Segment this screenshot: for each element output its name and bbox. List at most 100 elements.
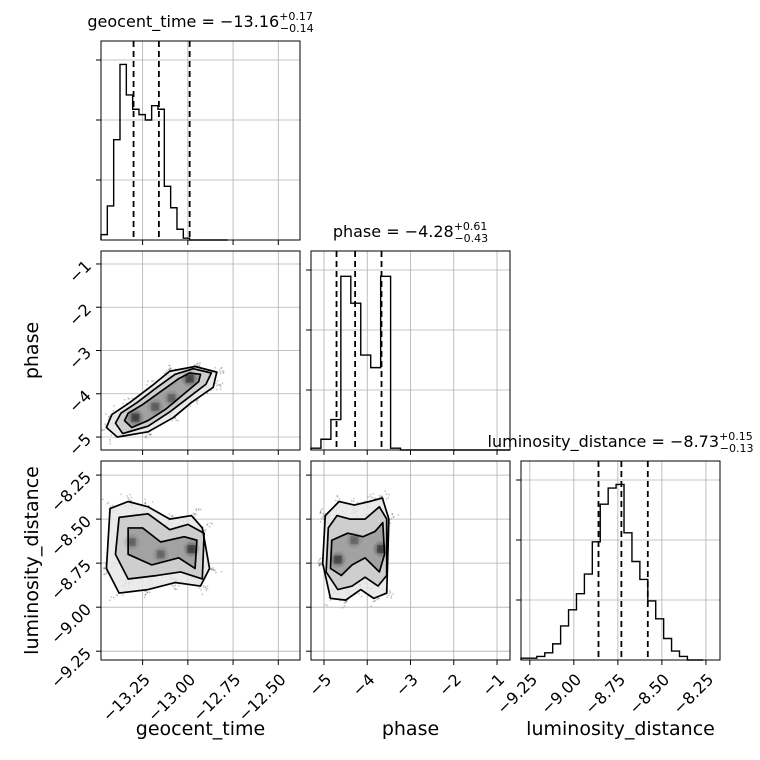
scatter-point [108,438,111,441]
scatter-point [369,493,372,496]
scatter-point [206,392,209,395]
contour-line [114,367,213,435]
scatter-point [106,502,109,505]
scatter-point [147,380,150,383]
histogram-luminosity_distance [520,483,704,661]
panel-title-geocent_time: geocent_time = −13.16+0.17 −0.14 [87,10,313,35]
scatter-point [208,525,211,528]
scatter-point [107,415,110,418]
scatter-point [112,409,115,412]
scatter-point [96,570,98,572]
scatter-point [219,370,222,373]
scatter-point [127,397,130,400]
scatter-point [319,520,322,523]
scatter-point [104,423,106,426]
scatter-point [218,384,221,387]
scatter-point [174,588,176,591]
scatter-point [120,493,122,496]
scatter-point [219,388,222,391]
scatter-point [148,433,151,436]
scatter-point [195,513,197,516]
scatter-point [388,592,391,595]
scatter-point [319,511,322,513]
density-bin [187,545,196,554]
panel-frame [520,460,721,661]
scatter-point [385,493,388,495]
scatter-point [193,364,196,366]
scatter-point [378,597,381,600]
scatter-point [193,513,196,516]
scatter-point [220,367,223,370]
scatter-point [214,569,216,572]
scatter-point [360,595,363,598]
scatter-point [108,599,111,602]
scatter-point [171,584,174,587]
scatter-point [204,530,207,533]
scatter-point [126,495,128,497]
scatter-point [101,498,104,501]
y-tick-label: −5 [65,430,95,460]
scatter-point [392,593,395,595]
scatter-point [341,607,344,609]
scatter-point [170,515,173,518]
scatter-point [163,372,166,375]
scatter-point [197,362,200,364]
scatter-point [329,599,332,601]
scatter-point [318,564,321,567]
scatter-point [146,591,149,594]
scatter-point [217,383,220,386]
scatter-point [352,500,355,503]
scatter-point [336,495,339,498]
scatter-point [346,600,348,603]
scatter-point [390,595,393,597]
scatter-point [210,389,213,392]
y-axis-label: phase [21,322,43,379]
scatter-point [112,404,115,407]
scatter-point [174,417,177,420]
scatter-point [205,587,208,590]
plot-layer: geocent_time = −13.16+0.17 −0.14 phase = −… [21,10,753,740]
scatter-point [116,594,119,597]
scatter-point [109,442,111,445]
scatter-point [392,516,395,519]
scatter-point [387,594,389,597]
scatter-point [390,596,393,599]
scatter-point [220,366,223,369]
scatter-point [195,509,198,512]
scatter-point [115,593,118,596]
scatter-point [196,402,199,405]
scatter-point [318,558,321,561]
scatter-point [145,434,148,437]
scatter-point [388,493,390,496]
contour-line [114,512,205,580]
scatter-point [326,604,329,607]
y-tick-label: −4 [65,386,95,416]
density-peak [162,389,181,408]
scatter-point [149,591,151,594]
scatter-point [169,367,172,370]
scatter-point [174,587,176,590]
scatter-point [388,589,391,592]
panel-title-phase: phase = −4.28+0.61 −0.43 [333,220,488,245]
scatter-point [318,563,321,566]
y-tick-label: −9.25 [47,644,95,692]
scatter-point [219,372,222,375]
scatter-point [376,598,378,601]
scatter-point [370,605,372,608]
scatter-point [121,594,124,597]
scatter-point [219,383,222,386]
scatter-point [371,496,374,499]
scatter-point [144,498,146,501]
x-axis-label: geocent_time [136,718,265,740]
scatter-point [192,512,195,515]
scatter-point [168,364,171,367]
scatter-point [320,563,323,566]
scatter-point [189,405,192,408]
scatter-point [201,593,204,596]
scatter-point [177,419,180,422]
scatter-point [175,419,178,422]
scatter-point [372,600,374,603]
scatter-point [121,402,124,405]
scatter-point [103,573,106,576]
